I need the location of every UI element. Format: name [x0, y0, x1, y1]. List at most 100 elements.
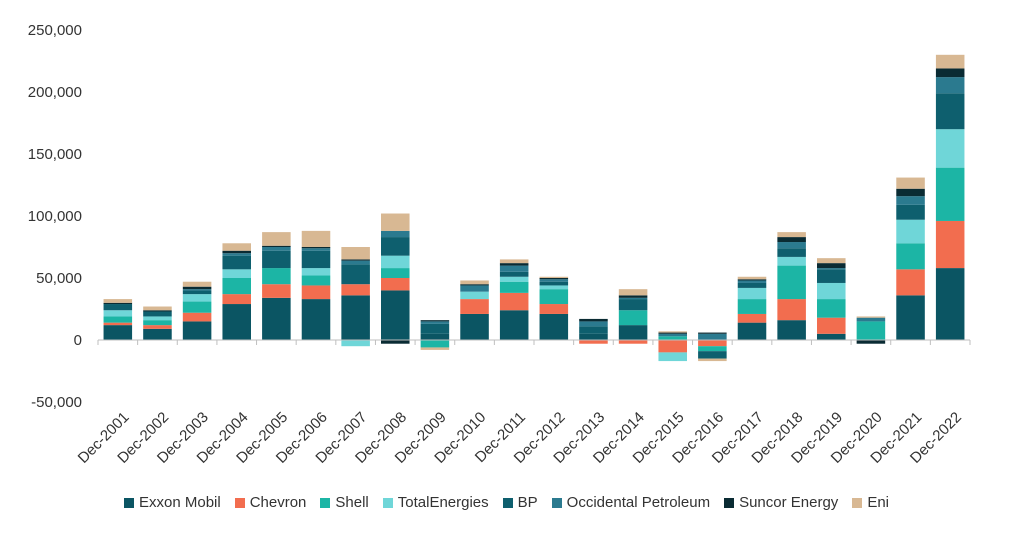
legend-item: BP	[502, 494, 538, 511]
stacked-bar-chart: -50,000 0 50,000 100,000 150,000 200,000 250,0…	[28, 22, 971, 467]
legend: Exxon Mobil Chevron Shell TotalEnergies BP Oc…	[0, 494, 1013, 511]
bar-segment-shell	[539, 289, 569, 305]
bar-segment-totalenergies	[896, 219, 925, 244]
bar-segment-shell	[856, 321, 886, 340]
legend-item: Suncor Energy	[724, 494, 838, 511]
bar-segment-suncor-energy	[499, 263, 529, 266]
legend-item: Chevron	[234, 494, 307, 511]
bar-segment-suncor-energy	[182, 286, 212, 290]
bar-segment-chevron	[262, 284, 291, 298]
bar-segment-shell	[222, 278, 251, 295]
bar-segment-chevron	[579, 340, 608, 344]
legend-swatch	[852, 497, 863, 508]
bar-segment-totalenergies	[143, 316, 172, 321]
bar-segment-chevron	[182, 312, 212, 322]
bar-segment-suncor-energy	[539, 278, 569, 280]
bar-segment-exxon-mobil	[935, 268, 965, 340]
bar-segment-bp	[420, 323, 450, 334]
bar-segment-occidental-petroleum	[618, 297, 648, 300]
bar-segment-suncor-energy	[658, 332, 687, 334]
bar-segment-occidental-petroleum	[341, 260, 370, 265]
y-tick-label: 0	[74, 332, 82, 349]
bar-segment-exxon-mobil	[777, 320, 806, 340]
bar-segment-exxon-mobil	[539, 313, 569, 340]
legend-label: Occidental Petroleum	[566, 494, 711, 511]
bar-segment-bp	[222, 255, 251, 270]
bar-segment-occidental-petroleum	[658, 333, 687, 337]
bar-segment-eni	[896, 177, 925, 189]
bar-segment-exxon-mobil	[896, 295, 925, 340]
bar-segment-suncor-energy	[262, 245, 291, 247]
bar-segment-totalenergies	[460, 291, 489, 300]
bar-segment-shell	[182, 301, 212, 313]
bar-segment-exxon-mobil	[301, 299, 331, 340]
bar-segment-eni	[935, 54, 965, 69]
bar-segment-bp	[777, 248, 806, 257]
bar-segment-bp	[381, 237, 410, 256]
bar-segment-chevron	[460, 299, 489, 314]
legend-swatch	[320, 497, 331, 508]
legend-label: TotalEnergies	[397, 494, 489, 511]
y-tick-label: 250,000	[28, 22, 82, 39]
bar-segment-exxon-mobil	[420, 333, 450, 340]
bar-segment-eni	[103, 299, 133, 303]
bar-segment-chevron	[103, 322, 133, 326]
bar-segment-suncor-energy	[460, 284, 489, 286]
bar-segment-totalenergies	[935, 129, 965, 168]
bar-segment-totalenergies	[103, 310, 133, 317]
bar-segment-exxon-mobil	[262, 297, 291, 340]
bar-segment-exxon-mobil	[499, 310, 529, 340]
bar-segment-totalenergies	[341, 340, 370, 347]
bar-segment-chevron	[777, 299, 806, 321]
bar-segment-totalenergies	[381, 255, 410, 269]
legend-item: Occidental Petroleum	[551, 494, 711, 511]
bar-segment-chevron	[381, 278, 410, 291]
legend-swatch	[234, 497, 245, 508]
bar-segment-shell	[301, 275, 331, 286]
legend-label: Suncor Energy	[739, 494, 839, 511]
bar-segment-exxon-mobil	[182, 321, 212, 340]
bar-segment-suncor-energy	[698, 332, 727, 334]
bar-segment-shell	[777, 265, 806, 300]
bar-segment-occidental-petroleum	[381, 230, 410, 238]
bar-segment-totalenergies	[777, 256, 806, 266]
bar-segment-bp	[698, 351, 727, 359]
bar-segment-totalenergies	[539, 285, 569, 290]
bar-segment-totalenergies	[182, 294, 212, 302]
bar-segment-eni	[182, 281, 212, 287]
bar-segment-occidental-petroleum	[935, 77, 965, 94]
bar-segment-chevron	[896, 269, 925, 296]
bar-segment-eni	[658, 331, 687, 333]
bar-segment-exxon-mobil	[737, 322, 767, 340]
bar-segment-suncor-energy	[579, 318, 608, 322]
bar-segment-eni	[341, 247, 370, 260]
bar-segment-eni	[856, 316, 886, 318]
bar-segment-totalenergies	[658, 352, 687, 362]
legend-swatch	[124, 497, 134, 508]
bar-segment-chevron	[301, 285, 331, 300]
bar-segment-eni	[262, 232, 291, 246]
bar-segment-bp	[143, 311, 172, 317]
bar-segment-suncor-energy	[935, 68, 965, 78]
bar-segment-occidental-petroleum	[182, 289, 212, 291]
bar-segment-suncor-energy	[856, 340, 886, 344]
bar-segment-occidental-petroleum	[539, 279, 569, 282]
bar-segment-eni	[618, 289, 648, 296]
bar-segment-bp	[182, 290, 212, 295]
bar-segment-suncor-energy	[301, 247, 331, 249]
bar-segment-exxon-mobil	[143, 328, 172, 340]
bar-segment-occidental-petroleum	[222, 253, 251, 256]
bar-segment-occidental-petroleum	[896, 196, 925, 205]
bar-segment-bp	[103, 304, 133, 311]
bar-segment-eni	[301, 230, 331, 247]
legend-label: BP	[517, 494, 538, 511]
bar-segment-shell	[817, 299, 846, 318]
bar-segment-occidental-petroleum	[737, 280, 767, 283]
legend-label: Chevron	[249, 494, 307, 511]
bar-segment-chevron	[341, 284, 370, 296]
bar-segment-bp	[341, 264, 370, 285]
bar-segment-eni	[222, 243, 251, 251]
bar-segment-exxon-mobil	[341, 295, 370, 340]
legend-item: Shell	[320, 494, 369, 511]
